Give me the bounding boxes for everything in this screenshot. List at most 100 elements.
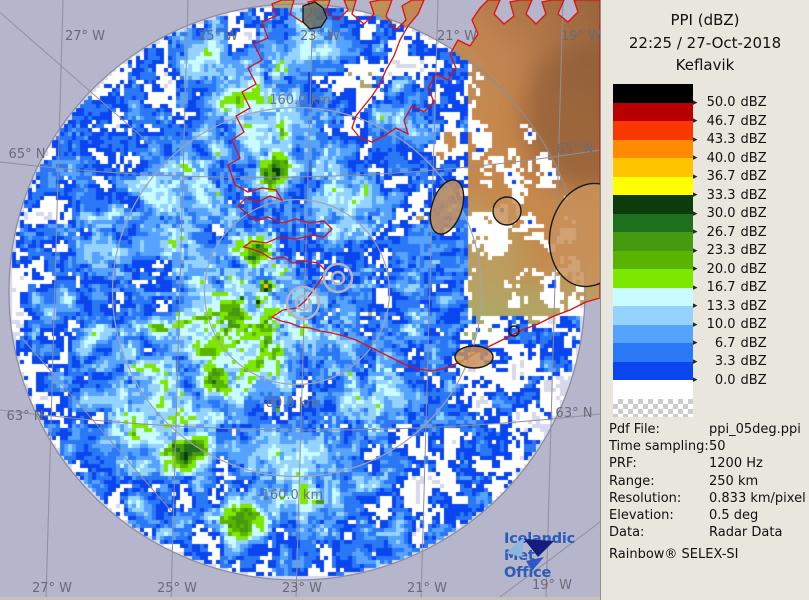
grid-label: 65° N bbox=[9, 147, 46, 162]
tick-arrow-icon: ▸ bbox=[693, 319, 698, 330]
legend-swatch bbox=[613, 343, 693, 362]
legend-label: ▸ 10.0 dBZ bbox=[693, 317, 767, 332]
metadata-row: Resolution: 0.833 km/pixel bbox=[609, 490, 806, 507]
metadata-label: Elevation: bbox=[609, 508, 674, 524]
legend-swatch bbox=[613, 213, 693, 232]
range-ring-label: -80.0 km bbox=[261, 396, 319, 411]
metadata-value: Radar Data bbox=[709, 525, 783, 541]
metadata-row: PRF: 1200 Hz bbox=[609, 455, 805, 472]
metadata-value: 250 km bbox=[709, 473, 759, 489]
metadata-value: 50 bbox=[709, 439, 726, 455]
tick-arrow-icon: ▸ bbox=[693, 116, 698, 126]
grid-label: 25° W bbox=[157, 581, 197, 596]
tick-arrow-icon: ▸ bbox=[693, 134, 698, 145]
grid-label: 27° W bbox=[65, 29, 105, 44]
metadata-row: Elevation: 0.5 deg bbox=[609, 507, 805, 524]
metadata-value: 0.833 km/pixel bbox=[709, 490, 806, 506]
legend-swatch bbox=[613, 195, 693, 214]
range-ring-label: 160.0 km bbox=[269, 93, 331, 108]
legend-label: ▸ 26.7 dBZ bbox=[693, 224, 767, 240]
legend-label: ▸ 13.3 dBZ bbox=[693, 298, 767, 314]
imo-logo-icon bbox=[506, 537, 554, 571]
station-name: Keflavik bbox=[675, 56, 735, 74]
metadata-row: Range: 250 km bbox=[609, 473, 805, 490]
tick-arrow-icon: ▸ bbox=[693, 282, 698, 293]
glacier-outlines bbox=[302, 1, 600, 369]
metadata-value: 1200 Hz bbox=[709, 456, 763, 472]
window-bottom-edge bbox=[0, 597, 600, 600]
imo-logo-text-line2: Office bbox=[504, 565, 552, 582]
legend-swatch bbox=[613, 361, 693, 380]
metadata-row: Time sampling: 50 bbox=[609, 438, 805, 455]
legend-label: ▸ 40.0 dBZ bbox=[693, 150, 767, 166]
metadata-label: Time sampling: bbox=[609, 439, 709, 455]
metadata-value: 0.5 deg bbox=[709, 508, 759, 524]
tick-arrow-icon: ▸ bbox=[693, 153, 698, 163]
grid-label: 63° N bbox=[556, 406, 593, 421]
grid-label: 65° N bbox=[557, 142, 594, 157]
legend-label: ▸ 20.0 dBZ bbox=[693, 261, 767, 277]
legend-swatch bbox=[613, 232, 693, 251]
tick-arrow-icon: ▸ bbox=[693, 190, 698, 200]
tick-arrow-icon: ▸ bbox=[693, 301, 698, 311]
legend-label: ▸ 36.7 dBZ bbox=[693, 169, 767, 184]
metadata-table: Pdf File: ppi_05deg.ppi Time sampling: 50 PR… bbox=[609, 421, 806, 541]
legend-swatch bbox=[613, 121, 693, 140]
grid-label: 63° N bbox=[7, 409, 44, 424]
legend-label: ▸ 50.0 dBZ bbox=[693, 95, 767, 110]
software-footer: Rainbow® SELEX-SI bbox=[609, 547, 739, 562]
legend-swatch bbox=[613, 398, 693, 417]
radar-site-markers bbox=[285, 262, 354, 321]
tick-arrow-icon: ▸ bbox=[693, 171, 698, 182]
tick-arrow-icon: ▸ bbox=[693, 208, 698, 219]
timestamp: 22:25 / 27-Oct-2018 bbox=[628, 33, 782, 52]
radar-map-view: 27° W 25° W 23° W 21° W 19° W 27° W 25° W 23° W… bbox=[0, 0, 600, 600]
tick-arrow-icon: ▸ bbox=[693, 264, 698, 274]
grid-label: 19° W bbox=[561, 29, 600, 44]
grid-label: 21° W bbox=[407, 581, 447, 596]
legend-label: ▸ 6.7 dBZ bbox=[693, 335, 767, 351]
tick-arrow-icon: ▸ bbox=[693, 245, 698, 256]
grid-label: 19° W bbox=[532, 578, 572, 593]
metadata-row: Pdf File: ppi_05deg.ppi bbox=[609, 421, 805, 438]
tick-arrow-icon: ▸ bbox=[693, 227, 698, 237]
legend-label: ▸ 43.3 dBZ bbox=[693, 132, 767, 147]
legend-label: ▸ 33.3 dBZ bbox=[693, 187, 767, 203]
info-panel: PPI (dBZ) 22:25 / 27-Oct-2018 Keflavik ▸… bbox=[600, 0, 809, 600]
legend-label: ▸ 3.3 dBZ bbox=[693, 354, 767, 369]
color-scale bbox=[613, 84, 693, 417]
range-ring-label: -160.0 km bbox=[257, 488, 323, 503]
metadata-label: Data: bbox=[609, 525, 645, 541]
legend-swatch bbox=[613, 102, 693, 121]
map-labels: 27° W 25° W 23° W 21° W 19° W 27° W 25° W 23° W… bbox=[7, 29, 600, 596]
legend-swatch bbox=[613, 306, 693, 325]
metadata-label: Resolution: bbox=[609, 490, 682, 506]
legend-swatch bbox=[613, 324, 693, 343]
metadata-label: Range: bbox=[609, 473, 655, 489]
tick-arrow-icon: ▸ bbox=[693, 338, 698, 348]
grid-label: 23° W bbox=[282, 581, 322, 596]
coastline bbox=[227, 0, 600, 372]
metadata-label: Pdf File: bbox=[609, 422, 660, 438]
map-overlay-layer: 27° W 25° W 23° W 21° W 19° W 27° W 25° W 23° W… bbox=[0, 0, 600, 600]
title-block: PPI (dBZ) 22:25 / 27-Oct-2018 Keflavik bbox=[601, 9, 809, 77]
tick-arrow-icon: ▸ bbox=[693, 97, 698, 108]
legend-swatch bbox=[613, 158, 693, 177]
legend-label: ▸ 16.7 dBZ bbox=[693, 280, 767, 295]
legend-swatch bbox=[613, 139, 693, 158]
metadata-value: ppi_05deg.ppi bbox=[709, 422, 801, 438]
legend-label: ▸ 0.0 dBZ bbox=[693, 372, 767, 388]
range-rings bbox=[8, 3, 586, 581]
legend-swatch bbox=[613, 176, 693, 195]
grid-label: 27° W bbox=[32, 581, 72, 596]
grid-label: 25° W bbox=[198, 29, 238, 44]
graticule bbox=[0, 0, 600, 600]
product-title: PPI (dBZ) bbox=[670, 11, 740, 29]
legend-swatch bbox=[613, 250, 693, 269]
legend-swatch bbox=[613, 269, 693, 288]
legend-swatch bbox=[613, 287, 693, 306]
imo-logo: Icelandic Met Office bbox=[504, 531, 606, 597]
tick-arrow-icon: ▸ bbox=[693, 356, 698, 367]
legend-label: ▸ 30.0 dBZ bbox=[693, 206, 767, 221]
